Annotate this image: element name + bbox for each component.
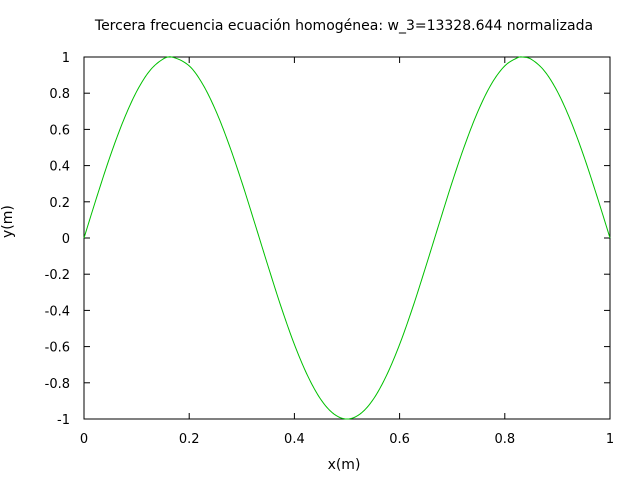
x-tick-label: 0.2 — [179, 432, 200, 447]
y-tick-label: 1 — [62, 51, 70, 66]
y-tick-label: 0.8 — [49, 87, 70, 102]
x-axis-label: x(m) — [327, 457, 361, 473]
x-tick-label: 0.4 — [284, 432, 305, 447]
chart-title: Tercera frecuencia ecuación homogénea: w… — [94, 18, 594, 34]
y-axis-label: y(m) — [0, 205, 16, 238]
series-group — [83, 56, 611, 420]
y-tick-label: 0 — [62, 232, 70, 247]
ticks — [83, 56, 611, 420]
tick-labels: 0 0.2 0.4 0.6 0.8 1 -1 -0.8 -0.6 -0.4 -0.2 0 0.2 0.4 0… — [45, 51, 615, 447]
series-line — [83, 56, 611, 420]
y-tick-label: 0.2 — [49, 196, 70, 211]
x-tick-label: 1 — [606, 432, 614, 447]
y-tick-label: -1 — [57, 413, 70, 428]
y-tick-label: -0.6 — [45, 341, 70, 356]
y-tick-label: 0.6 — [49, 123, 70, 138]
x-tick-label: 0.8 — [494, 432, 515, 447]
plot-frame — [83, 56, 611, 420]
x-tick-label: 0 — [80, 432, 88, 447]
y-tick-label: -0.2 — [45, 268, 70, 283]
y-tick-label: 0.4 — [49, 160, 70, 175]
y-tick-label: -0.4 — [45, 304, 70, 319]
x-tick-label: 0.6 — [389, 432, 410, 447]
y-tick-label: -0.8 — [45, 377, 70, 392]
